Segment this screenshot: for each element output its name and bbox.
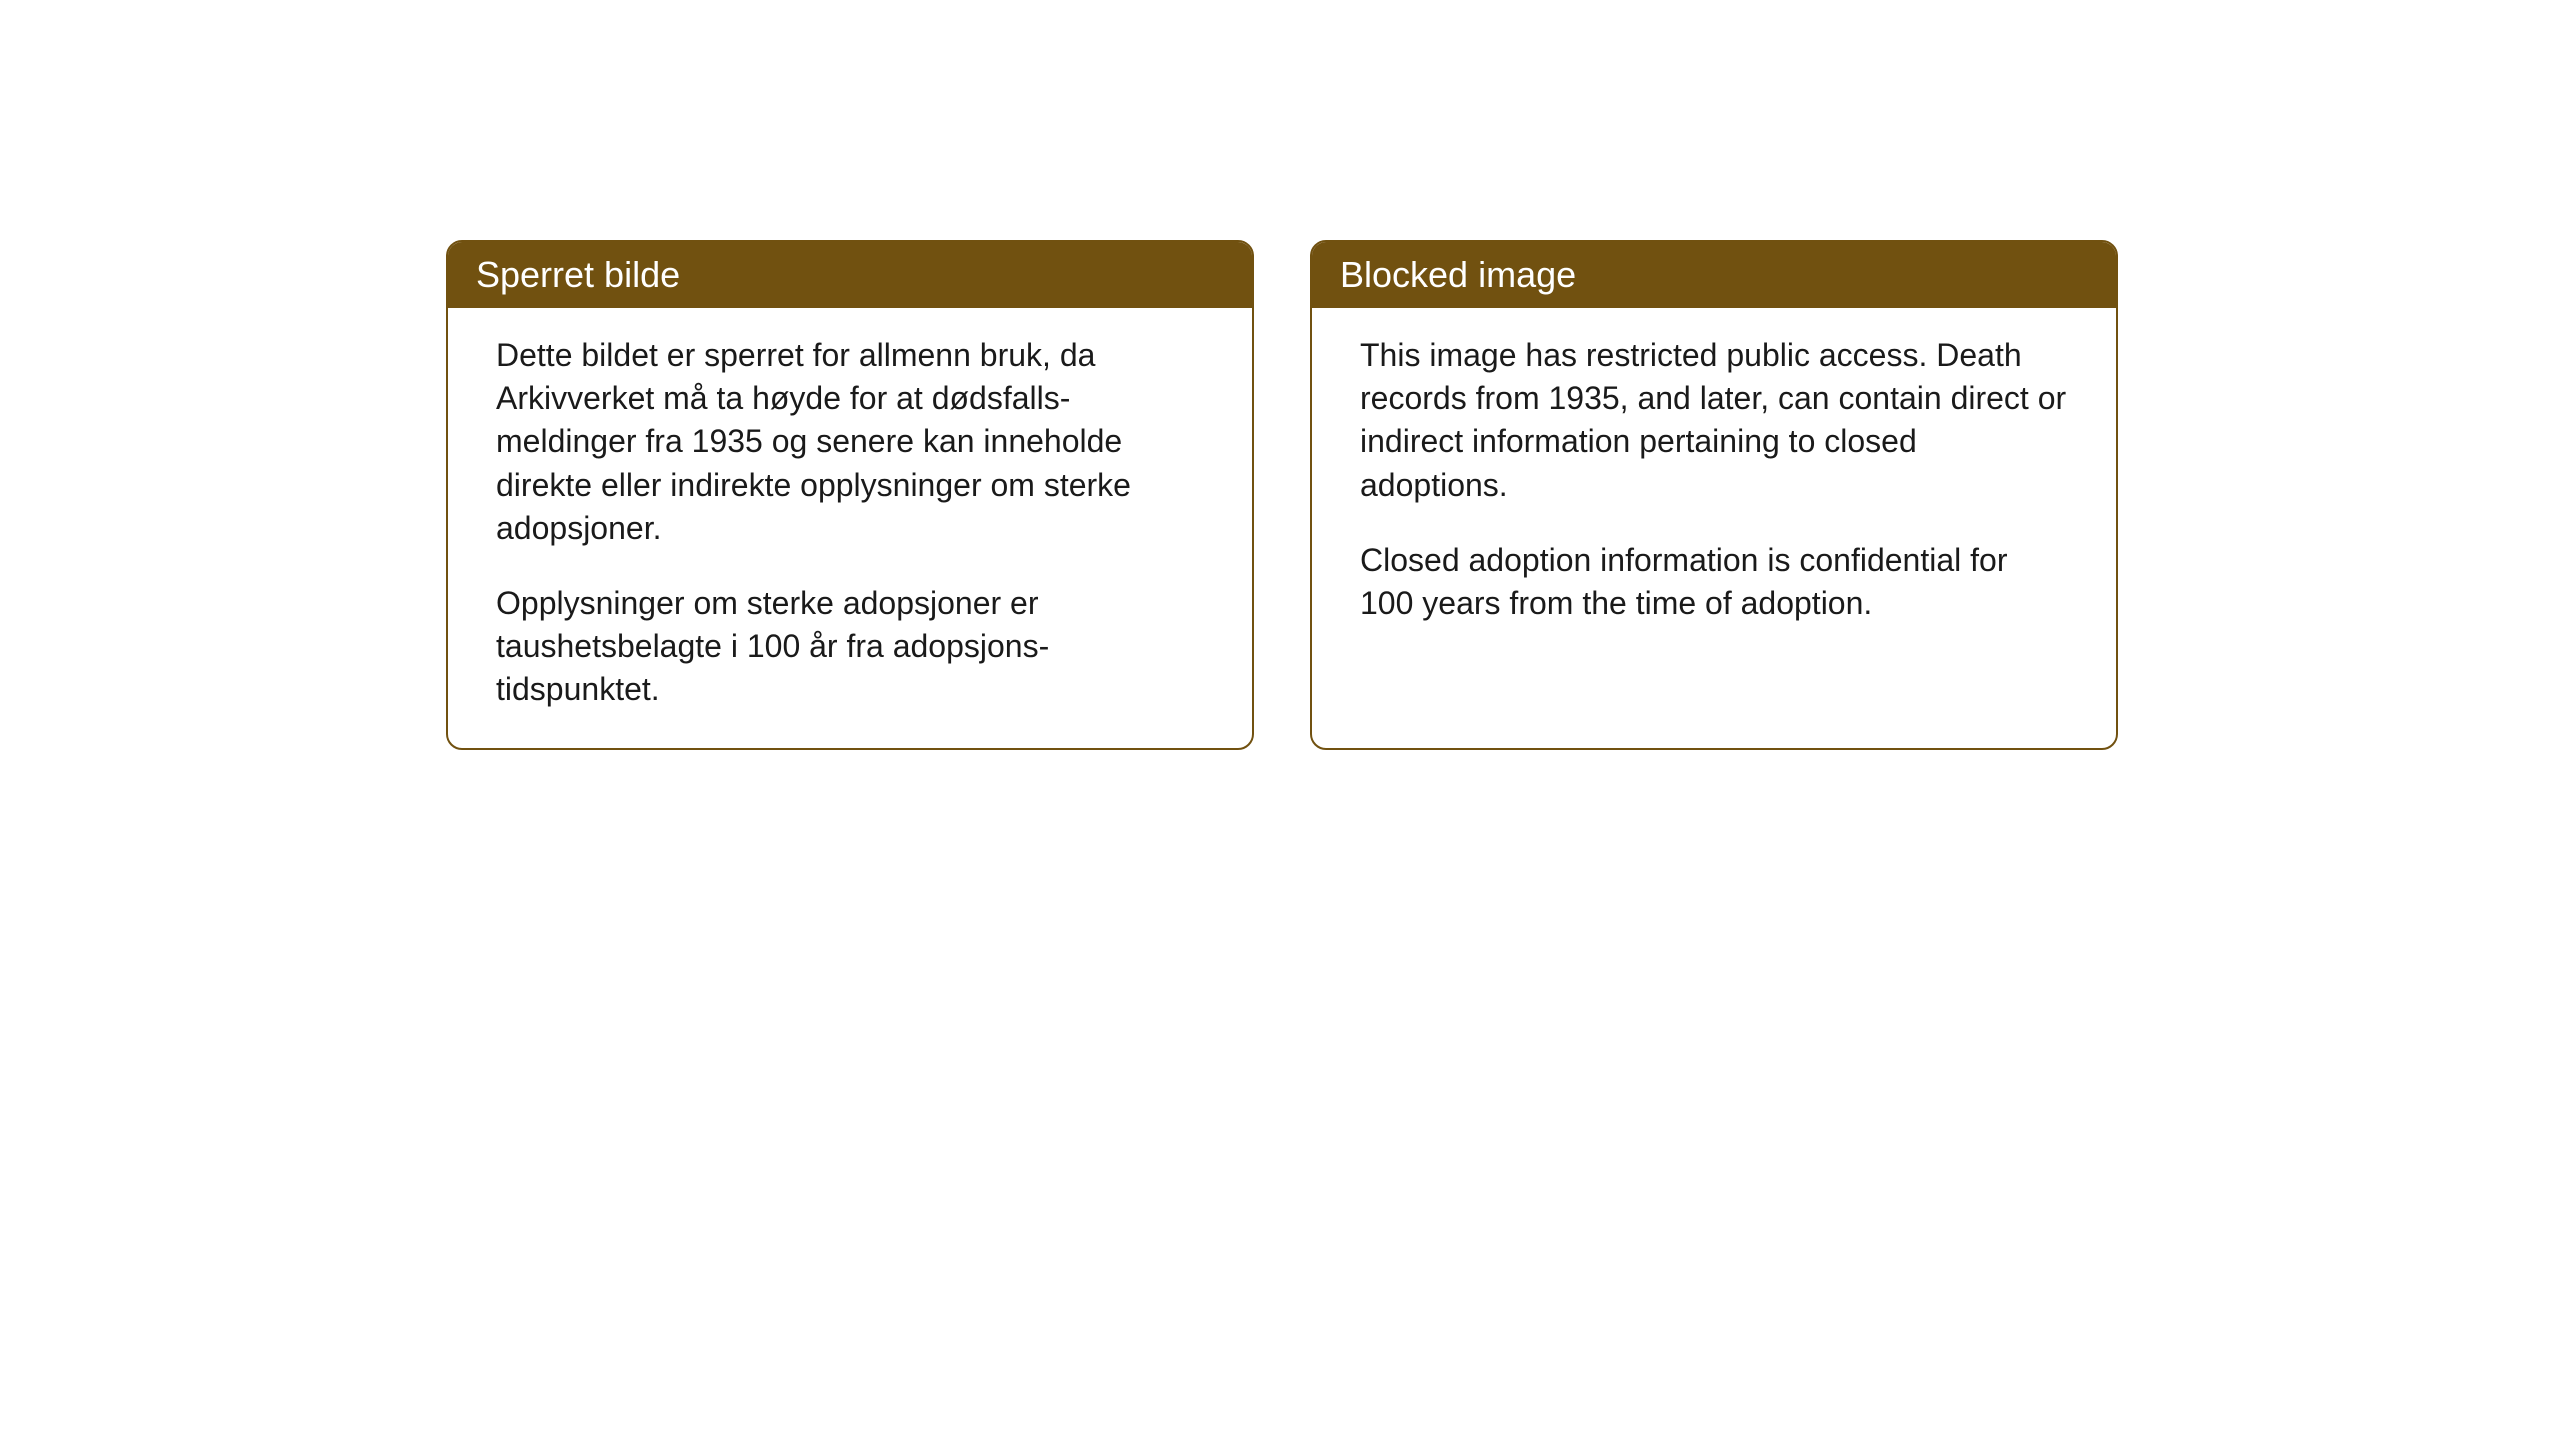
card-header-norwegian: Sperret bilde — [448, 242, 1252, 308]
notice-container: Sperret bilde Dette bildet er sperret fo… — [446, 240, 2118, 750]
card-header-english: Blocked image — [1312, 242, 2116, 308]
card-paragraph-norwegian-2: Opplysninger om sterke adopsjoner er tau… — [496, 582, 1204, 712]
card-paragraph-english-1: This image has restricted public access.… — [1360, 334, 2068, 507]
card-title-norwegian: Sperret bilde — [476, 254, 680, 295]
card-body-norwegian: Dette bildet er sperret for allmenn bruk… — [448, 308, 1252, 748]
notice-card-english: Blocked image This image has restricted … — [1310, 240, 2118, 750]
notice-card-norwegian: Sperret bilde Dette bildet er sperret fo… — [446, 240, 1254, 750]
card-title-english: Blocked image — [1340, 254, 1576, 295]
card-paragraph-norwegian-1: Dette bildet er sperret for allmenn bruk… — [496, 334, 1204, 550]
card-paragraph-english-2: Closed adoption information is confident… — [1360, 539, 2068, 625]
card-body-english: This image has restricted public access.… — [1312, 308, 2116, 708]
